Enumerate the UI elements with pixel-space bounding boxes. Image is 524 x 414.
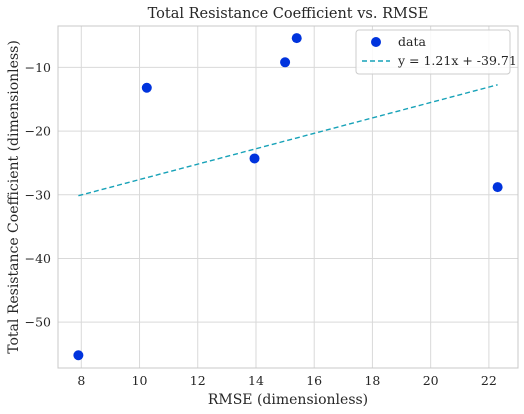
y-tick-label: −30 (25, 187, 51, 202)
grid-lines (58, 26, 518, 368)
data-point (291, 33, 302, 44)
chart-title: Total Resistance Coefficient vs. RMSE (148, 6, 429, 22)
data-point (280, 57, 291, 68)
x-tick-label: 18 (364, 373, 380, 388)
data-point (249, 153, 260, 164)
y-tick-label: −50 (25, 315, 51, 330)
x-tick-label: 10 (132, 373, 148, 388)
fit-line-layer (78, 84, 498, 197)
x-tick-label: 20 (423, 373, 439, 388)
y-axis-label: Total Resistance Coefficient (dimensionl… (6, 40, 22, 354)
x-tick-labels: 8 10 12 14 16 18 20 22 (77, 373, 497, 388)
plot-area-frame (57, 25, 519, 369)
x-tick-label: 22 (481, 373, 497, 388)
x-tick-label: 8 (77, 373, 85, 388)
fit-line (78, 84, 498, 197)
legend-marker-data (371, 37, 381, 47)
y-tick-label: −10 (25, 60, 51, 75)
y-tick-labels: −50 −40 −30 −20 −10 (25, 60, 51, 330)
x-tick-label: 16 (306, 373, 322, 388)
x-tick-label: 12 (190, 373, 206, 388)
y-tick-label: −20 (25, 124, 51, 139)
data-point (492, 182, 503, 193)
legend-label-data: data (398, 34, 426, 49)
data-points-layer (73, 33, 503, 361)
x-tick-label: 14 (248, 373, 264, 388)
data-point (73, 350, 84, 361)
x-axis-label: RMSE (dimensionless) (208, 392, 368, 408)
legend-box (355, 29, 511, 75)
legend-label-fit-line: y = 1.21x + -39.71 (397, 53, 517, 68)
legend: data y = 1.21x + -39.71 (355, 29, 517, 75)
y-tick-label: −40 (25, 251, 51, 266)
data-point (141, 82, 152, 93)
